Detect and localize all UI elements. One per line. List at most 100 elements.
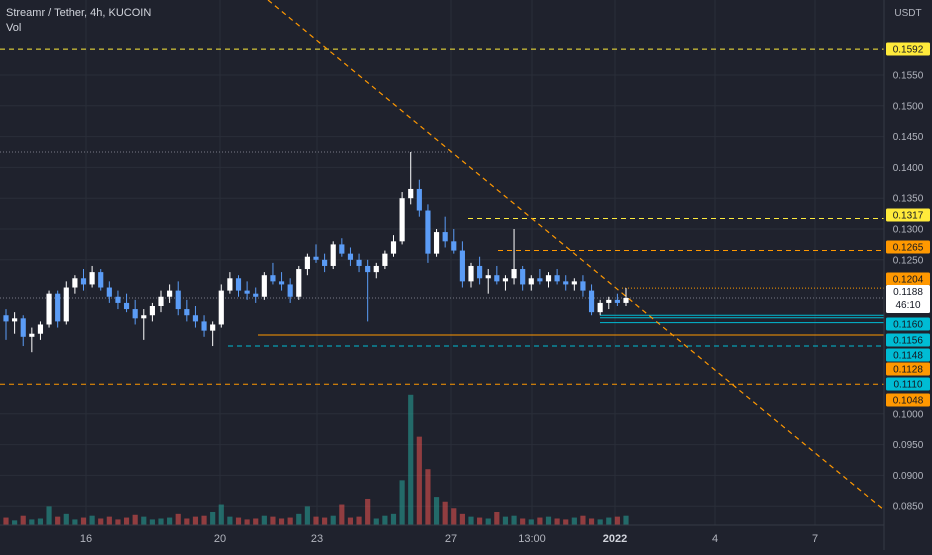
price-badge-value: 0.1317: [893, 211, 924, 222]
volume-bar: [597, 519, 603, 525]
volume-bar: [149, 519, 155, 525]
volume-bar: [485, 518, 491, 525]
volume-bar: [468, 516, 474, 525]
candle: [184, 299, 190, 322]
candle: [210, 321, 216, 347]
volume-bar: [227, 516, 233, 525]
price-badge: 0.1048: [886, 393, 930, 407]
candle: [356, 253, 362, 273]
time-axis-bg[interactable]: [0, 525, 884, 550]
volume-bar: [356, 516, 362, 525]
volume-bar: [588, 518, 595, 525]
volume-bar: [63, 513, 69, 525]
descending-trendline[interactable]: [267, 0, 885, 511]
volume-bar: [520, 518, 526, 525]
candle: [373, 262, 379, 279]
candle: [141, 309, 147, 340]
price-badge-value: 0.1204: [893, 275, 924, 286]
volume-bar: [235, 517, 242, 525]
candle: [623, 288, 629, 306]
volume-bar: [3, 517, 9, 525]
price-badge-value: 0.1160: [893, 320, 923, 331]
candle: [158, 290, 164, 313]
candle: [115, 290, 121, 310]
volume-bar: [55, 516, 61, 525]
volume-bar: [408, 394, 414, 525]
volume-bar: [563, 519, 569, 525]
candle: [261, 272, 267, 300]
volume-bar: [158, 518, 164, 525]
candle: [442, 216, 448, 248]
candle: [149, 302, 155, 322]
price-badge-value: 0.1592: [893, 45, 924, 56]
candle: [80, 269, 87, 291]
candle: [425, 204, 431, 263]
candle: [89, 265, 95, 288]
price-badge: 0.1110: [886, 377, 930, 391]
price-tick-label: 0.1250: [893, 255, 924, 266]
price-badge: 0.1160: [886, 317, 930, 331]
price-tick-label: 0.0950: [893, 440, 924, 451]
time-tick-label: 2022: [603, 533, 627, 545]
volume-bar: [106, 516, 112, 525]
candle: [537, 269, 543, 285]
candle: [459, 241, 465, 288]
volume-bar: [580, 515, 586, 525]
candle: [511, 229, 517, 285]
volume-bar: [20, 515, 26, 525]
price-badge: 0.1204: [886, 272, 930, 286]
candle: [296, 265, 302, 300]
volume-bar: [623, 515, 629, 525]
volume-bar: [606, 517, 612, 525]
candle: [12, 312, 18, 334]
candle: [287, 278, 293, 303]
volume-bar: [304, 506, 310, 525]
candle: [235, 275, 242, 297]
volume-bar: [175, 513, 181, 525]
candle: [167, 284, 173, 303]
candle: [390, 235, 397, 257]
candle: [571, 278, 577, 291]
volume-bar: [210, 511, 216, 525]
volume-bar: [416, 436, 422, 525]
volume-bar: [545, 516, 552, 525]
candle: [3, 309, 9, 340]
candle: [98, 269, 104, 291]
candle: [20, 315, 26, 347]
time-tick-label: 27: [445, 533, 457, 545]
volume-bar: [459, 513, 465, 525]
candle: [494, 265, 500, 285]
symbol-title[interactable]: Streamr / Tether, 4h, KUCOIN: [6, 7, 152, 19]
volume-bar: [537, 517, 543, 525]
volume-bar: [278, 518, 285, 525]
candle: [554, 269, 560, 285]
volume-bar: [72, 519, 78, 525]
price-tick-label: 0.1000: [893, 409, 924, 420]
trendline[interactable]: [267, 0, 885, 511]
candle: [365, 259, 371, 322]
candle: [123, 293, 130, 313]
volume-bar: [382, 515, 388, 525]
volume-bar: [511, 515, 517, 525]
price-badge: 0.1265: [886, 240, 930, 254]
price-badge: 0.1148: [886, 348, 930, 362]
candle: [313, 244, 319, 263]
volume-bar: [442, 501, 448, 525]
price-tick-label: 0.0850: [893, 502, 924, 513]
time-tick-label: 20: [214, 533, 226, 545]
candle: [37, 321, 44, 340]
volume-bar: [115, 519, 121, 525]
volume-bar: [132, 514, 138, 525]
candle: [175, 281, 181, 316]
candle: [597, 299, 603, 316]
volume-indicator-label[interactable]: Vol: [6, 22, 22, 34]
volume-bar: [399, 480, 405, 525]
candle: [502, 275, 509, 291]
volume-bar: [80, 517, 87, 525]
price-tick-label: 0.1400: [893, 163, 924, 174]
candle: [46, 290, 52, 328]
volume-bar: [477, 517, 483, 525]
candle: [485, 269, 491, 294]
